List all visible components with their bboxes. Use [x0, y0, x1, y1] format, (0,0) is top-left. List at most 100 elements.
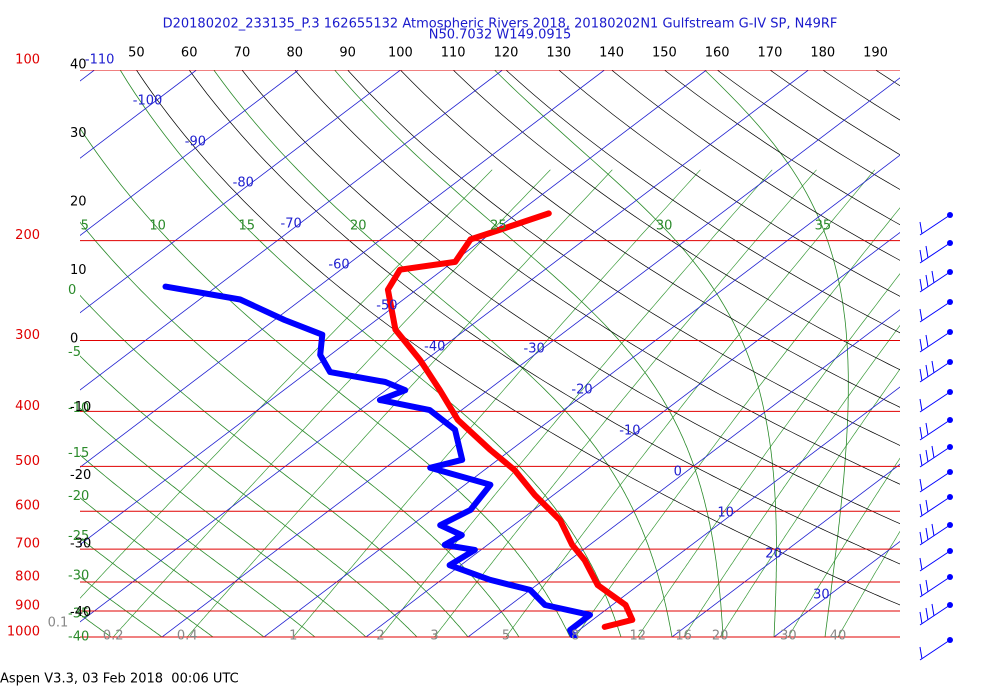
barb-staff: [919, 331, 951, 353]
mixing-ratio-label: 8: [571, 629, 579, 644]
barb-feather: [931, 360, 935, 374]
dry-adiabat-label: 140: [599, 46, 624, 61]
mixing-ratio-label: 0.2: [103, 629, 124, 644]
isotherm: [80, 70, 401, 314]
barb-feather: [925, 274, 929, 288]
mixing-ratio-label: 3: [430, 629, 438, 644]
barb-feather: [919, 583, 923, 597]
isotherm-label: -30: [524, 342, 545, 357]
barb-feather: [925, 422, 929, 436]
barb-feather: [925, 245, 929, 259]
moist-adiabat: [213, 70, 673, 638]
chart-subtitle: N50.7032 W149.0915: [429, 28, 572, 43]
barb-feather: [919, 249, 923, 263]
dry-adiabat-label: 170: [758, 46, 783, 61]
left-scale-label: -20: [70, 468, 91, 483]
dry-adiabat-label: 90: [339, 46, 356, 61]
dry-adiabat-label: 190: [863, 46, 888, 61]
barb-feather: [931, 523, 935, 537]
isotherm-label: -40: [424, 340, 445, 355]
barb-staff: [919, 604, 951, 626]
isotherm: [80, 70, 605, 468]
dry-adiabat: [347, 70, 900, 446]
isotherm-label: -110: [85, 53, 115, 68]
mixing-ratio-label: 2: [376, 629, 384, 644]
moist-adiabat-label: -10: [68, 401, 89, 416]
barb-staff: [919, 496, 951, 518]
mixing-ratio-label: 16: [675, 629, 692, 644]
barb-feather: [925, 364, 929, 378]
pressure-label: 300: [15, 328, 40, 343]
left-scale-label: 20: [70, 194, 87, 209]
barb-feather: [919, 503, 923, 517]
barb-staff: [919, 419, 951, 441]
pressure-label: 900: [15, 599, 40, 614]
barb-feather: [931, 603, 935, 617]
pressure-label: 1000: [7, 625, 40, 640]
barb-staff: [919, 214, 951, 236]
barb-feather: [925, 527, 929, 541]
pressure-label: 600: [15, 499, 40, 514]
isotherm-label: -20: [571, 383, 592, 398]
isotherm-label: 20: [765, 547, 782, 562]
isotherm: [161, 77, 900, 638]
dry-adiabat-label: 60: [181, 46, 198, 61]
dry-adiabat: [452, 70, 900, 371]
pressure-label: 100: [15, 53, 40, 68]
barb-feather: [919, 646, 923, 660]
barb-staff: [919, 391, 951, 413]
mixing-ratio-label: 30: [780, 629, 797, 644]
pressure-label: 400: [15, 399, 40, 414]
dry-adiabat-label: 100: [388, 46, 413, 61]
isotherm-label: -70: [281, 217, 302, 232]
dry-adiabat-label: 150: [652, 46, 677, 61]
moist-adiabat: [704, 70, 849, 638]
isotherm: [569, 386, 900, 638]
dry-adiabat-label: 110: [441, 46, 466, 61]
dry-adiabat: [505, 70, 900, 334]
left-scale-label: 10: [70, 263, 87, 278]
moist-adiabat: [80, 576, 163, 638]
isotherm-label: -90: [185, 135, 206, 150]
barb-staff: [919, 301, 951, 323]
chart-title: D20180202_233135_P.3 162655132 Atmospher…: [163, 17, 838, 32]
moist-adiabat-label: -40: [68, 630, 89, 645]
barb-staff: [919, 361, 951, 383]
moist-adiabat-label: 10: [149, 219, 166, 234]
mixing-ratio-line: [380, 169, 773, 638]
dry-adiabat-label: 130: [546, 46, 571, 61]
moist-adiabat-label: -20: [68, 489, 89, 504]
mixing-ratio-line: [719, 368, 900, 638]
moist-adiabat: [80, 221, 520, 638]
isotherm-label: -60: [328, 258, 349, 273]
mixing-ratio-line: [112, 169, 551, 638]
moist-adiabat-label: -30: [68, 568, 89, 583]
moist-adiabat-label: 5: [81, 219, 89, 234]
moist-adiabat-label: 15: [239, 219, 256, 234]
barb-staff: [919, 576, 951, 598]
mixing-ratio-line: [293, 169, 701, 638]
barb-feather: [925, 499, 929, 513]
barb-feather: [919, 398, 923, 412]
moist-adiabat: [334, 70, 724, 638]
pressure-label: 800: [15, 570, 40, 585]
barb-staff: [919, 524, 951, 546]
barb-feather: [925, 607, 929, 621]
left-scale-label: -40: [70, 605, 91, 620]
left-scale-label: 40: [70, 58, 87, 73]
wind-barbs: [919, 212, 953, 661]
pressure-label: 200: [15, 228, 40, 243]
moist-adiabat: [80, 454, 316, 638]
barb-feather: [919, 221, 923, 235]
barb-feather: [919, 531, 923, 545]
isotherm-label: -80: [233, 176, 254, 191]
mixing-ratio-label: 0.4: [177, 629, 198, 644]
left-scale-label: 30: [70, 126, 87, 141]
moist-adiabat-label: 35: [815, 219, 832, 234]
left-scale-label: 0: [70, 331, 78, 346]
moist-adiabat: [494, 70, 777, 638]
temperature-line: [384, 210, 636, 630]
mixing-ratio-line: [637, 273, 900, 638]
barb-feather: [919, 308, 923, 322]
